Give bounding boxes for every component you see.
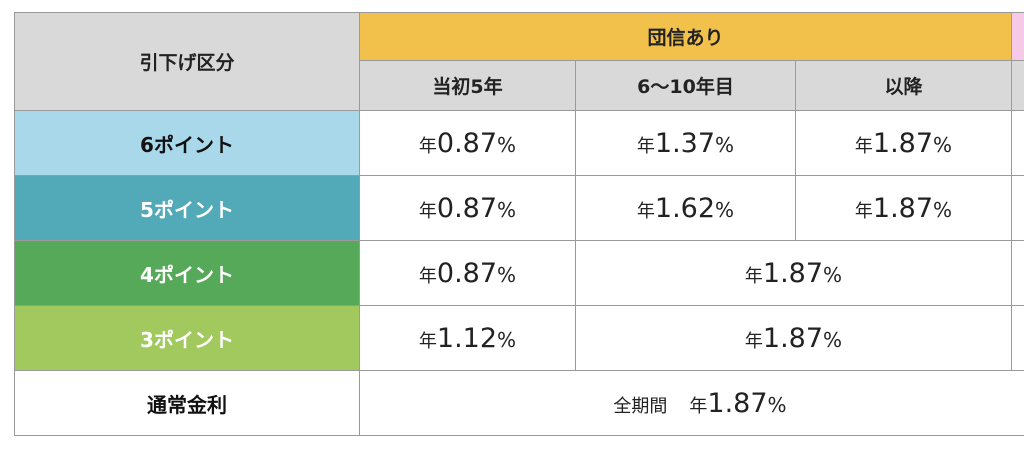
rate-prefix: 年: [689, 395, 708, 417]
rate-cell-merged: 年1.87%: [575, 240, 1012, 306]
rate-suffix: %: [497, 132, 517, 157]
rate-value: 1.37: [654, 127, 716, 159]
rate-cell: 年1.12%: [359, 305, 576, 371]
rate-suffix: %: [715, 197, 735, 222]
rate-value: 1.87: [872, 192, 934, 224]
rate-suffix: %: [823, 262, 843, 287]
rate-prefix: 年: [636, 200, 655, 222]
rate-prefix: 年: [854, 135, 873, 157]
overflow-cell: [1011, 240, 1024, 306]
rate-suffix: %: [497, 262, 517, 287]
rate-suffix: %: [715, 132, 735, 157]
rate-value: 0.87: [436, 192, 498, 224]
rate-value: 1.87: [762, 322, 824, 354]
rate-value: 1.87: [872, 127, 934, 159]
rate-cell: 年1.87%: [795, 110, 1012, 176]
rate-cell: 年0.87%: [359, 110, 576, 176]
rate-cell: 年0.87%: [359, 175, 576, 241]
rate-suffix: %: [933, 132, 953, 157]
table-row: 通常金利 全期間 年1.87%: [14, 370, 1024, 436]
rate-value: 0.87: [436, 257, 498, 289]
rate-prefix: 年: [854, 200, 873, 222]
rate-suffix: %: [497, 327, 517, 352]
row-label: 通常金利: [14, 370, 360, 436]
rate-suffix: %: [497, 197, 517, 222]
row-label: 4ポイント: [14, 240, 360, 306]
next-group-header: [1011, 11, 1024, 62]
overflow-cell: [1011, 110, 1024, 176]
rate-cell: 年1.62%: [575, 175, 796, 241]
next-sub-header: [1011, 60, 1024, 111]
rate-prefix: 年: [744, 330, 763, 352]
table-row: 6ポイント 年0.87% 年1.37% 年1.87%: [14, 110, 1024, 176]
overflow-cell: [1011, 175, 1024, 241]
rate-prefix: 年: [418, 330, 437, 352]
sub-header-6-10: 6～10年目: [575, 60, 796, 111]
rate-suffix: %: [823, 327, 843, 352]
row-label: 5ポイント: [14, 175, 360, 241]
rate-value: 0.87: [436, 127, 498, 159]
rate-suffix: %: [767, 392, 787, 417]
table-row: 3ポイント 年1.12% 年1.87%: [14, 305, 1024, 371]
rate-prefix: 年: [418, 135, 437, 157]
row-label: 6ポイント: [14, 110, 360, 176]
rate-value: 1.12: [436, 322, 498, 354]
group-header: 団信あり: [359, 11, 1012, 62]
rate-cell-merged: 年1.87%: [575, 305, 1012, 371]
rate-prefix: 年: [636, 135, 655, 157]
sub-header-initial: 当初5年: [359, 60, 576, 111]
rate-value: 1.62: [654, 192, 716, 224]
sub-header-after: 以降: [795, 60, 1012, 111]
rate-value: 1.87: [762, 257, 824, 289]
rate-prefix: 年: [418, 200, 437, 222]
category-header: 引下げ区分: [14, 12, 360, 111]
rate-prefix: 年: [744, 265, 763, 287]
rate-table: 引下げ区分 団信あり 当初5年 6～10年目 以降 6ポイント 年0.87% 年…: [14, 11, 1024, 436]
table-row: 5ポイント 年0.87% 年1.62% 年1.87%: [14, 175, 1024, 241]
rate-suffix: %: [933, 197, 953, 222]
row-label: 3ポイント: [14, 305, 360, 371]
rate-value: 1.87: [707, 387, 768, 419]
overflow-cell: [1011, 305, 1024, 371]
rate-cell: 年1.87%: [795, 175, 1012, 241]
period-label: 全期間: [613, 395, 668, 417]
rate-cell: 年1.37%: [575, 110, 796, 176]
rate-cell-full-period: 全期間 年1.87%: [359, 370, 1024, 436]
rate-cell: 年0.87%: [359, 240, 576, 306]
table-row: 4ポイント 年0.87% 年1.87%: [14, 240, 1024, 306]
rate-prefix: 年: [418, 265, 437, 287]
